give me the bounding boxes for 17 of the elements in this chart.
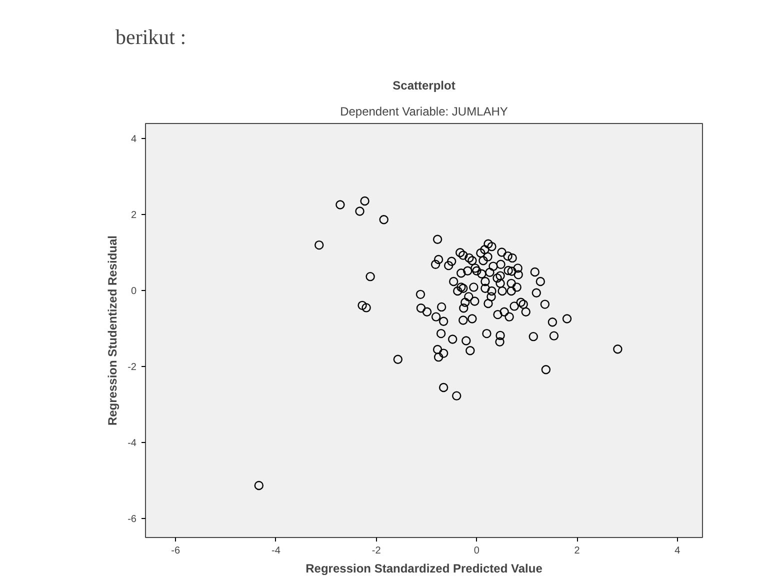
y-tick-label: -4 [128, 438, 137, 450]
chart-title: Scatterplot [392, 78, 456, 92]
y-tick-label: 4 [130, 134, 137, 146]
y-tick-label: -2 [128, 362, 137, 374]
x-tick-label: -4 [272, 546, 281, 556]
x-tick-label: 0 [474, 546, 480, 556]
x-axis-title: Regression Standardized Predicted Value [306, 562, 543, 576]
y-tick-label: 0 [130, 286, 137, 298]
y-tick-label: -6 [128, 514, 137, 526]
x-tick-label: 4 [674, 546, 681, 556]
text: berikut : [116, 25, 186, 49]
x-tick-label: -2 [372, 546, 382, 556]
x-tick-label: -6 [171, 546, 180, 556]
chart-subtitle: Dependent Variable: JUMLAHY [340, 104, 508, 118]
y-tick-label: 2 [130, 210, 137, 222]
x-tick-label: 2 [574, 546, 580, 556]
y-axis-title: Regression Studentized Residual [106, 235, 120, 426]
